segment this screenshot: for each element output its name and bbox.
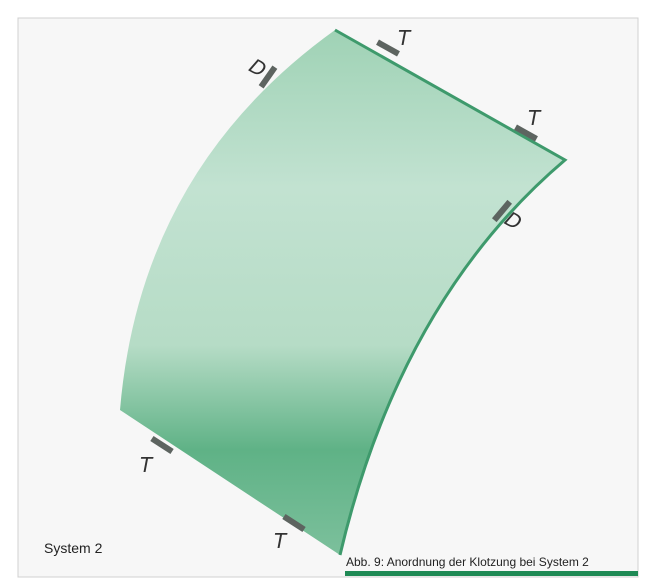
marker-label: T <box>140 453 154 477</box>
marker-label: T <box>274 529 288 553</box>
caption-bar <box>345 571 638 576</box>
glass-edge <box>334 28 568 556</box>
setting-block <box>514 124 538 142</box>
setting-block <box>376 39 400 57</box>
marker-label: T <box>398 26 412 50</box>
setting-block <box>150 435 174 455</box>
setting-block <box>491 199 513 223</box>
system-label: System 2 <box>44 540 103 556</box>
caption: Abb. 9: Anordnung der Klotzung bei Syste… <box>346 555 589 569</box>
setting-block <box>282 513 306 533</box>
setting-block <box>258 65 278 89</box>
glass-pane <box>120 30 565 555</box>
marker-label: T <box>528 106 542 130</box>
